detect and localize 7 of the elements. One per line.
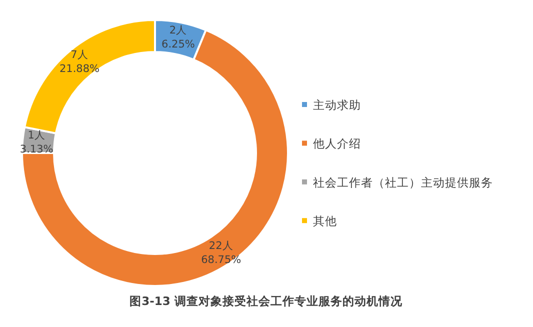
data-label: 7人 21.88% (59, 49, 100, 76)
data-label: 2人 6.25% (162, 24, 195, 50)
legend-label: 主动求助 (313, 98, 361, 112)
legend-label: 他人介绍 (313, 136, 361, 151)
legend-label: 社会工作者（社工）主动提供服务 (313, 175, 493, 190)
text: 图3-13 调查对象接受社会工作专业服务的动机情况 (130, 294, 404, 308)
legend-label: 其他 (313, 214, 337, 228)
